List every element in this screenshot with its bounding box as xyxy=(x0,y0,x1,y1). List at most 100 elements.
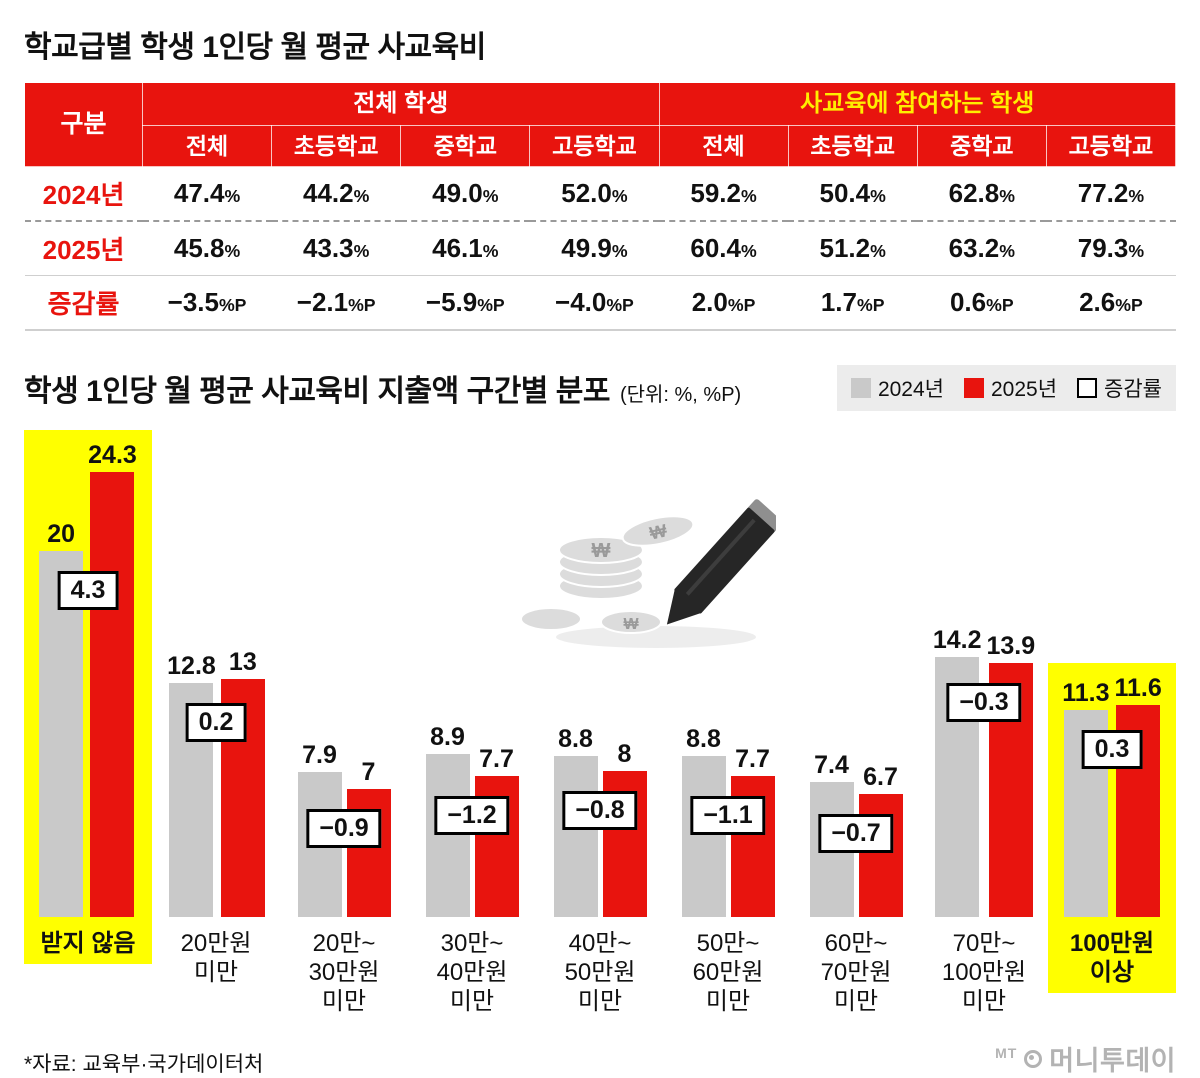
subcolumn-header: 고등학교 xyxy=(529,124,660,168)
legend-item-red: 2025년 xyxy=(963,373,1058,403)
bar-pair: 14.2 13.9 −0.3 xyxy=(932,427,1035,918)
change-badge: 0.3 xyxy=(1081,730,1143,769)
subcolumn-header: 전체 xyxy=(658,124,789,168)
pencil-icon xyxy=(666,499,776,625)
red-swatch-icon xyxy=(963,378,984,399)
header-row-subcolumns: 전체 초등학교 중학교 고등학교 전체 초등학교 중학교 고등학교 xyxy=(25,124,1177,168)
change-badge: 4.3 xyxy=(57,571,119,610)
table-row: 2024년 47.4% 44.2% 49.0% 52.0% 59.2% 50.4% 62.8%… xyxy=(24,167,1176,222)
unit-note: (단위: %, %P) xyxy=(619,383,742,406)
table-cell: 49.0% xyxy=(432,178,499,209)
bar-column: 8.9 xyxy=(425,725,470,918)
table-row: 증감률 −3.5%P −2.1%P −5.9%P −4.0%P 2.0%P 1.7%P 0.6… xyxy=(24,276,1176,331)
bar-group: 12.8 13 0.2 20만원 미만 xyxy=(152,427,280,1031)
table-cell: 51.2% xyxy=(819,233,886,264)
subcolumn-header: 중학교 xyxy=(400,124,531,168)
table-head: 구분 전체 학생 사교육에 참여하는 학생 전체 초등학교 중학교 고등학교 전체 초등학교 중학… xyxy=(24,81,1177,168)
bar-group: 7.9 7 −0.9 20만~ 30만원 미만 xyxy=(280,427,408,1031)
logo-circle-icon xyxy=(1024,1049,1043,1068)
bar-column: 8.8 xyxy=(681,725,726,918)
bar-pair: 20 24.3 4.3 xyxy=(39,427,137,918)
bar-group: 8.9 7.7 −1.2 30만~ 40만원 미만 xyxy=(408,427,536,1031)
chart-legend: 2024년 2025년 증감률 xyxy=(836,365,1176,412)
table-cell: 63.2% xyxy=(948,233,1015,264)
subcolumn-header: 중학교 xyxy=(916,124,1047,168)
bar-value-label: 8.8 xyxy=(686,725,721,754)
bar-group: 20 24.3 4.3 받지 않음 xyxy=(24,427,152,1031)
category-label: 40만~ 50만원 미만 xyxy=(564,930,636,1016)
table-cell: 62.8% xyxy=(948,178,1015,209)
bar-value-label: 11.3 xyxy=(1062,679,1110,708)
bar-value-label: 12.8 xyxy=(167,652,216,681)
bar-pair: 7.4 6.7 −0.7 xyxy=(809,427,903,918)
header-row-groups: 구분 전체 학생 사교육에 참여하는 학생 xyxy=(24,81,1176,168)
table-cell: 49.9% xyxy=(561,233,628,264)
change-badge: −0.7 xyxy=(818,814,894,853)
outline-swatch-icon xyxy=(1077,378,1098,399)
bar-group: 11.3 11.6 0.3 100만원 이상 xyxy=(1048,427,1176,1031)
table-cell: −4.0%P xyxy=(555,287,634,318)
bar-column: 11.6 xyxy=(1114,674,1162,918)
table-cell: 47.4% xyxy=(173,178,241,209)
bar-column: 20 xyxy=(39,520,84,918)
legend-item-outline: 증감률 xyxy=(1077,373,1162,403)
bar-value-label: 14.2 xyxy=(932,626,982,655)
table-cell: 45.8% xyxy=(173,233,241,264)
legend-label: 증감률 xyxy=(1104,378,1162,402)
legend-label: 2025년 xyxy=(990,378,1058,402)
table-title: 학교급별 학생 1인당 월 평균 사교육비 xyxy=(24,31,486,64)
bar-value-label: 8.8 xyxy=(558,725,593,754)
bar-value-label: 20 xyxy=(47,520,76,549)
table-corner-header: 구분 xyxy=(24,81,143,168)
table-cell: 43.3% xyxy=(303,233,370,264)
chart-header: 학생 1인당 월 평균 사교육비 지출액 구간별 분포 (단위: %, %P) … xyxy=(24,365,1176,412)
bar-value-label: 6.7 xyxy=(863,763,898,792)
category-label: 50만~ 60만원 미만 xyxy=(692,930,764,1016)
change-badge: −0.8 xyxy=(562,791,638,830)
bar-value-label: 7.9 xyxy=(302,741,337,770)
row-label: 2024년 xyxy=(42,180,125,211)
bar-value-label: 24.3 xyxy=(88,441,137,470)
bar-2025년 xyxy=(90,472,135,918)
table-cell: 77.2% xyxy=(1077,178,1145,209)
bar-pair: 8.9 7.7 −1.2 xyxy=(425,427,519,918)
bar-value-label: 11.6 xyxy=(1114,674,1162,703)
table-cell: 0.6%P xyxy=(949,287,1014,318)
row-label: 증감률 xyxy=(47,289,120,320)
bar-2024년 xyxy=(39,551,84,918)
change-badge: 0.2 xyxy=(185,703,247,742)
bar-2024년 xyxy=(681,756,726,918)
bar-pair: 11.3 11.6 0.3 xyxy=(1062,427,1162,918)
bar-value-label: 7.7 xyxy=(479,745,514,774)
category-label: 60만~ 70만원 미만 xyxy=(820,930,892,1016)
bar-pair: 7.9 7 −0.9 xyxy=(297,427,391,918)
category-label: 받지 않음 xyxy=(40,930,136,958)
bar-pair: 8.8 7.7 −1.1 xyxy=(681,427,775,918)
table-row: 2025년 45.8% 43.3% 46.1% 49.9% 60.4% 51.2% 63.2%… xyxy=(24,221,1176,276)
bar-group: 8.8 8 −0.8 40만~ 50만원 미만 xyxy=(536,427,664,1031)
category-label: 100만원 이상 xyxy=(1069,930,1155,987)
chart-title: 학생 1인당 월 평균 사교육비 지출액 구간별 분포 xyxy=(24,375,610,409)
bar-chart: ₩ ₩ ₩ 20 24.3 4.3 받지 않음 12.8 13 0.2 20만원 미만 7.9 7… xyxy=(24,427,1176,1031)
subcolumn-header: 전체 xyxy=(141,124,273,168)
bar-column: 11.3 xyxy=(1062,679,1110,918)
table-body: 2024년 47.4% 44.2% 49.0% 52.0% 59.2% 50.4% 62.8%… xyxy=(24,167,1176,331)
category-label: 20만원 미만 xyxy=(180,930,252,987)
table-cell: −2.1%P xyxy=(296,287,376,318)
source-note: *자료: 교육부·국가데이터처 xyxy=(24,1053,264,1077)
bar-column: 13.9 xyxy=(987,634,1035,918)
gray-swatch-icon xyxy=(850,378,871,399)
group-header: 사교육에 참여하는 학생 xyxy=(658,82,1176,126)
table-cell: 1.7%P xyxy=(820,287,885,318)
table-cell: 59.2% xyxy=(690,178,757,209)
coins-pencil-illustration: ₩ ₩ ₩ xyxy=(520,499,776,649)
legend-item-gray: 2024년 xyxy=(850,373,944,403)
bar-column: 24.3 xyxy=(88,441,137,918)
subcolumn-header: 초등학교 xyxy=(787,124,918,168)
bar-2024년 xyxy=(553,756,598,918)
won-symbol: ₩ xyxy=(592,540,611,562)
row-label: 2025년 xyxy=(42,235,125,266)
logo-prefix: MT xyxy=(995,1045,1018,1062)
legend-label: 2024년 xyxy=(877,378,944,402)
table-cell: 60.4% xyxy=(690,233,757,264)
